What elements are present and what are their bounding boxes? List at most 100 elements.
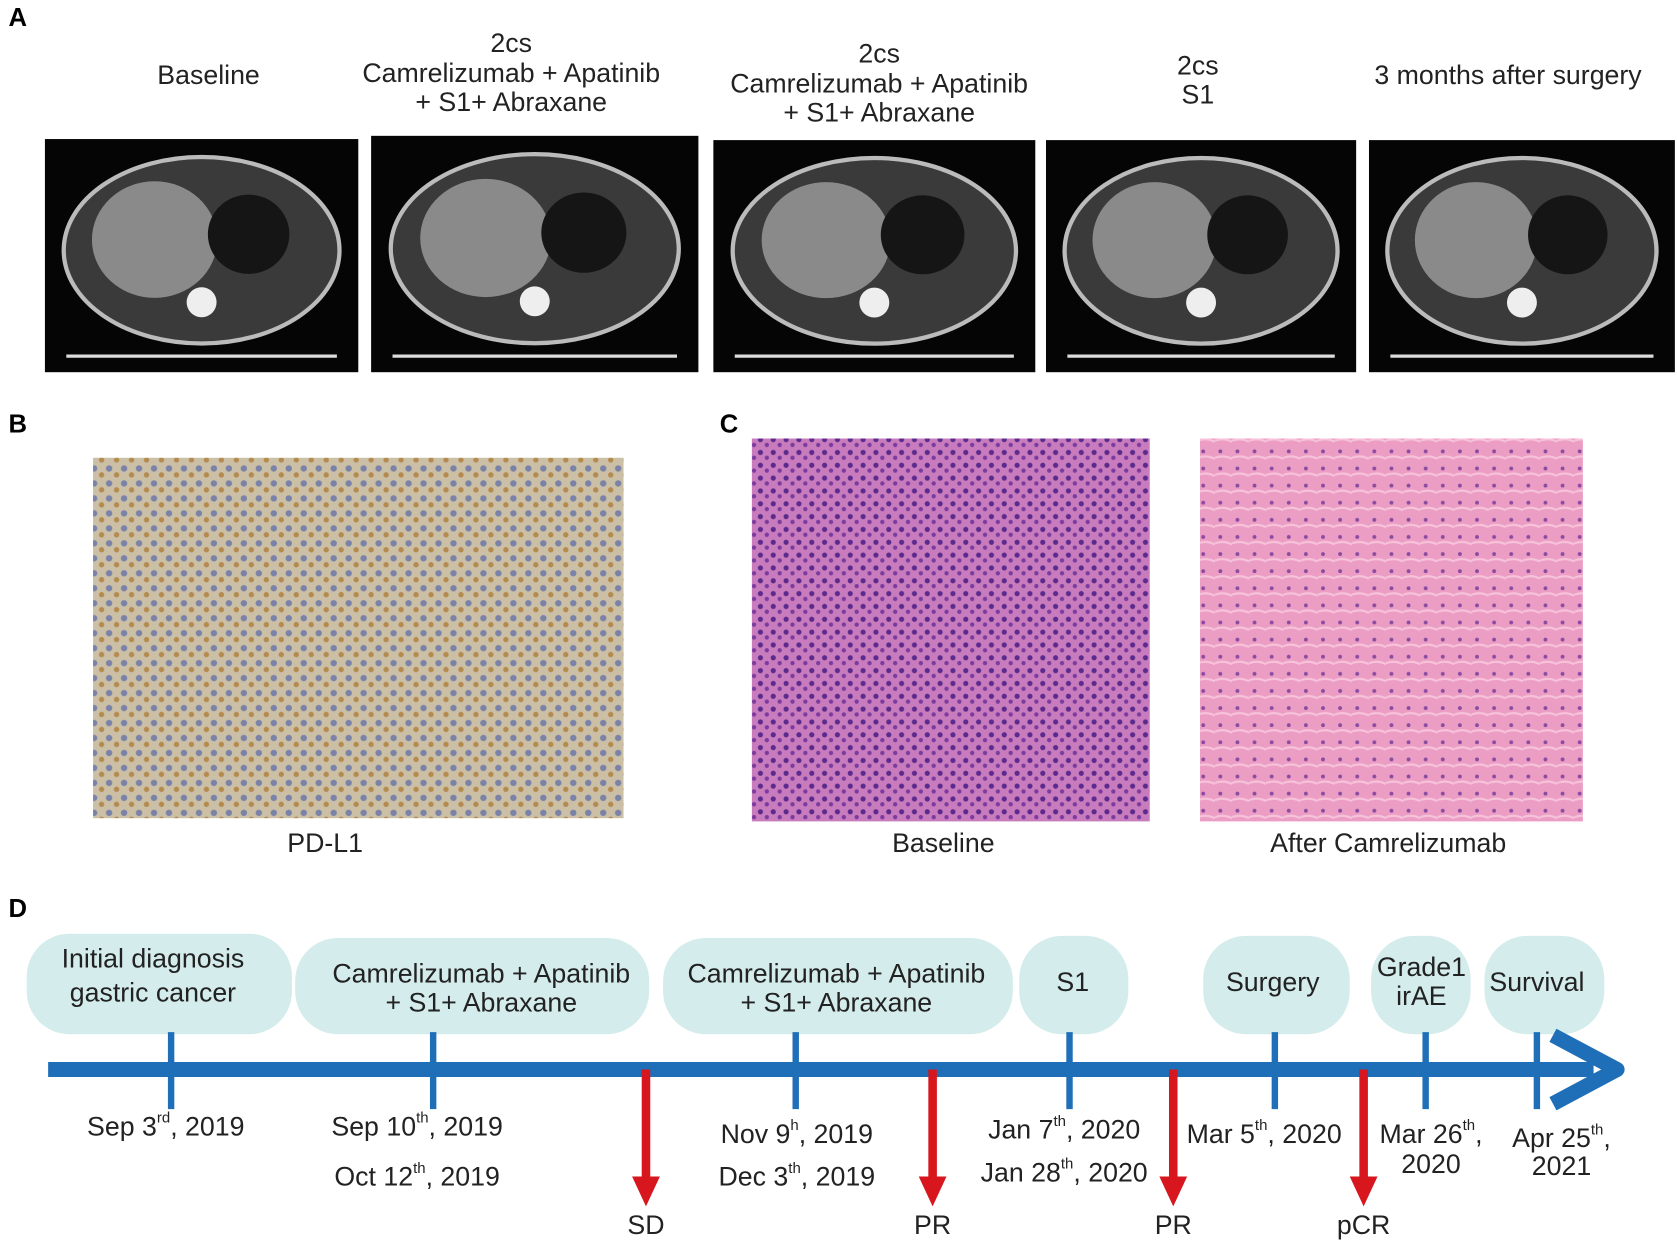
date-label: Sep 10th, 2019 <box>331 1110 502 1142</box>
date-pre: Dec 3 <box>718 1162 788 1192</box>
date-label: Apr 25th, <box>1512 1121 1611 1153</box>
ct-label: Camrelizumab + Apatinib <box>730 69 1028 99</box>
date-pre: 2021 <box>1532 1151 1591 1181</box>
date-pre: Mar 26 <box>1379 1119 1462 1149</box>
date-post: , 2019 <box>799 1119 873 1149</box>
date-post: , 2020 <box>1066 1115 1140 1145</box>
panel-letter: C <box>720 410 739 438</box>
date-label: 2020 <box>1401 1149 1460 1179</box>
ct-label: + S1+ Abraxane <box>415 87 607 117</box>
he-image <box>751 438 1150 822</box>
pdl1-caption: PD-L1 <box>287 828 363 858</box>
date-pre: 2020 <box>1401 1149 1460 1179</box>
ct-label: Camrelizumab + Apatinib <box>362 58 660 88</box>
response-label: SD <box>627 1210 664 1240</box>
date-sup: th <box>1053 1113 1065 1130</box>
date-label: Jan 7th, 2020 <box>988 1113 1140 1145</box>
panel-letter: A <box>9 4 28 32</box>
date-sup: th <box>788 1160 800 1177</box>
date-post: , <box>1475 1119 1482 1149</box>
ct-liver <box>1092 182 1217 299</box>
phase-label: Initial diagnosis <box>62 943 245 973</box>
he-caption: After Camrelizumab <box>1270 828 1506 858</box>
phase-pill <box>663 937 1013 1035</box>
date-post: , 2019 <box>170 1111 244 1141</box>
phase-pill <box>1203 935 1350 1035</box>
date-sup: th <box>1061 1156 1073 1173</box>
timeline-arrowhead <box>1549 1028 1625 1111</box>
date-pre: Sep 3 <box>87 1111 157 1141</box>
response-arrowhead <box>918 1176 947 1207</box>
date-label: Dec 3th, 2019 <box>718 1160 875 1192</box>
phase-label: Surgery <box>1226 967 1320 997</box>
date-sup: th <box>413 1160 425 1177</box>
phase-label: S1 <box>1056 967 1089 997</box>
ct-stomach <box>1528 195 1608 275</box>
ct-liver <box>91 181 218 298</box>
panel-letter: D <box>9 895 28 923</box>
response-label: pCR <box>1337 1210 1390 1240</box>
date-sup: th <box>1463 1117 1475 1134</box>
phase-label: + S1+ Abraxane <box>741 987 933 1017</box>
date-sup: th <box>1591 1121 1603 1138</box>
date-post: , <box>1603 1123 1610 1153</box>
date-post: , 2019 <box>429 1111 503 1141</box>
phase-label: Camrelizumab + Apatinib <box>687 958 985 988</box>
ct-label: S1 <box>1182 79 1215 109</box>
ct-label: Baseline <box>157 60 260 90</box>
ct-label: 2cs <box>1177 50 1219 80</box>
phase-pill <box>26 933 292 1035</box>
ct-stomach <box>207 194 290 274</box>
phase-label: Survival <box>1489 967 1584 997</box>
date-label: 2021 <box>1532 1151 1591 1181</box>
ct-label: + S1+ Abraxane <box>783 98 975 128</box>
phase-label: irAE <box>1396 981 1446 1011</box>
phase-label: Grade1 <box>1377 952 1466 982</box>
date-pre: Nov 9 <box>721 1119 791 1149</box>
date-sup: th <box>1255 1117 1267 1134</box>
date-post: , 2020 <box>1073 1157 1147 1187</box>
ct-spine <box>1506 287 1537 318</box>
date-label: Jan 28th, 2020 <box>981 1156 1148 1188</box>
ct-stomach <box>541 192 627 273</box>
date-post: , 2019 <box>426 1162 500 1192</box>
date-label: Nov 9h, 2019 <box>721 1117 873 1149</box>
ct-label: 2cs <box>858 39 900 69</box>
phase-label: + S1+ Abraxane <box>385 987 577 1017</box>
ct-spine <box>519 286 550 317</box>
date-label: Sep 3rd, 2019 <box>87 1110 244 1142</box>
response-label: PR <box>1155 1210 1192 1240</box>
phase-label: Camrelizumab + Apatinib <box>332 958 630 988</box>
date-pre: Jan 28 <box>981 1157 1061 1187</box>
response-label: PR <box>914 1210 951 1240</box>
response-arrowhead <box>632 1176 660 1207</box>
ct-label: 2cs <box>490 28 532 58</box>
ct-stomach <box>880 195 965 275</box>
date-label: Mar 26th, <box>1379 1117 1482 1149</box>
phase-pill <box>1371 935 1471 1035</box>
date-label: Mar 5th, 2020 <box>1187 1117 1342 1149</box>
ct-label: 3 months after surgery <box>1374 60 1642 90</box>
date-pre: Oct 12 <box>334 1162 413 1192</box>
date-pre: Sep 10 <box>331 1111 416 1141</box>
date-pre: Mar 5 <box>1187 1119 1255 1149</box>
phase-pill <box>1019 935 1129 1035</box>
date-label: Oct 12th, 2019 <box>334 1160 499 1192</box>
ct-liver <box>1414 182 1538 299</box>
date-post: , 2020 <box>1267 1119 1341 1149</box>
phase-pill <box>295 937 650 1035</box>
date-sup: rd <box>157 1110 170 1127</box>
ct-liver <box>761 182 891 299</box>
phase-pill <box>1484 935 1605 1035</box>
pdl1-image <box>93 457 624 819</box>
ct-spine <box>859 287 890 318</box>
ct-liver <box>420 178 552 298</box>
date-pre: Apr 25 <box>1512 1123 1591 1153</box>
panel-letter: B <box>9 410 28 438</box>
he-caption: Baseline <box>892 828 995 858</box>
date-sup: h <box>790 1117 798 1134</box>
response-arrowhead <box>1159 1176 1188 1207</box>
